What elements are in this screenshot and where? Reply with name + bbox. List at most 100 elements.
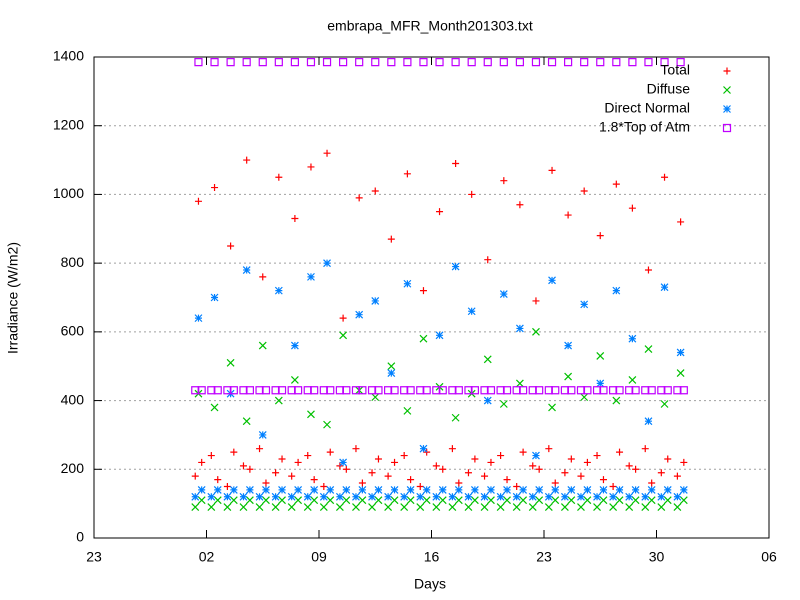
data-point xyxy=(680,458,688,466)
data-point xyxy=(657,492,666,501)
data-point xyxy=(259,273,267,281)
data-point xyxy=(358,485,367,494)
data-point xyxy=(355,310,364,319)
data-point xyxy=(323,420,331,429)
data-point xyxy=(335,492,344,501)
data-point xyxy=(679,386,688,395)
data-point xyxy=(419,58,428,67)
y-tick-label: 600 xyxy=(61,323,85,339)
data-point xyxy=(271,492,280,501)
data-point xyxy=(519,448,527,456)
data-point xyxy=(213,496,222,505)
data-point xyxy=(577,503,585,512)
data-point xyxy=(625,462,633,470)
data-point xyxy=(368,469,376,477)
data-point xyxy=(306,58,316,67)
data-point xyxy=(384,472,392,480)
data-point xyxy=(352,503,360,512)
data-point xyxy=(648,479,656,487)
data-point xyxy=(358,479,366,487)
marks xyxy=(191,58,688,512)
data-point xyxy=(487,496,495,505)
data-point xyxy=(519,386,528,395)
data-point xyxy=(303,492,312,501)
data-point xyxy=(580,187,588,195)
data-point xyxy=(580,58,589,67)
data-point xyxy=(583,386,592,395)
data-point xyxy=(631,485,640,494)
data-point xyxy=(464,503,473,512)
data-point xyxy=(483,355,492,364)
data-point xyxy=(403,279,412,288)
data-point xyxy=(663,386,672,395)
data-point xyxy=(210,293,219,302)
data-point xyxy=(371,58,380,67)
data-point xyxy=(641,503,650,512)
y-tick-label: 1200 xyxy=(53,116,84,132)
data-point xyxy=(342,496,351,505)
data-point xyxy=(647,485,656,494)
data-point xyxy=(612,58,621,67)
data-point xyxy=(339,331,348,340)
data-point xyxy=(515,324,524,333)
data-point xyxy=(454,386,463,395)
data-point xyxy=(326,485,335,494)
x-tick-label: 23 xyxy=(536,549,552,565)
data-point xyxy=(390,485,399,494)
legend-label: Total xyxy=(660,62,690,78)
data-point xyxy=(416,503,425,512)
data-point xyxy=(544,503,553,512)
data-point xyxy=(432,503,441,512)
data-point xyxy=(239,462,247,470)
data-point xyxy=(290,341,299,350)
data-point xyxy=(454,496,463,505)
data-point xyxy=(400,492,409,501)
legend-marker xyxy=(722,123,732,133)
data-point xyxy=(326,448,334,456)
data-point xyxy=(567,455,575,463)
data-point xyxy=(528,492,537,501)
data-point xyxy=(516,201,524,209)
data-point xyxy=(599,496,608,505)
data-point xyxy=(512,503,521,512)
data-point xyxy=(435,331,444,340)
data-point xyxy=(503,476,511,484)
data-point xyxy=(374,455,382,463)
data-point xyxy=(439,465,447,473)
data-point xyxy=(419,287,427,295)
data-point xyxy=(432,462,440,470)
data-point xyxy=(487,458,495,466)
data-point xyxy=(246,465,254,473)
data-point xyxy=(368,492,376,501)
data-point xyxy=(564,372,573,381)
data-point xyxy=(673,472,681,480)
data-point xyxy=(384,503,393,512)
data-point xyxy=(407,476,415,484)
data-point xyxy=(644,345,653,353)
data-point xyxy=(644,58,653,67)
data-point xyxy=(191,492,200,501)
data-point xyxy=(548,403,556,412)
data-point xyxy=(583,458,591,466)
data-point xyxy=(497,452,505,460)
data-point xyxy=(262,485,270,494)
legend: Total Diffuse Direct Normal 1.8*Top of Atm xyxy=(599,62,732,135)
data-point xyxy=(679,485,688,494)
data-point xyxy=(496,503,505,512)
data-point xyxy=(191,472,199,480)
data-point xyxy=(448,492,457,501)
data-point xyxy=(294,386,303,395)
data-point xyxy=(519,496,528,505)
data-point xyxy=(342,485,351,494)
data-point xyxy=(352,445,360,453)
data-point xyxy=(274,58,283,67)
data-point xyxy=(387,235,395,243)
data-point xyxy=(223,503,232,512)
legend-label: Direct Normal xyxy=(604,100,690,116)
data-point xyxy=(580,393,589,402)
data-point xyxy=(287,492,296,501)
data-point xyxy=(223,492,232,501)
data-point xyxy=(535,465,543,473)
data-point xyxy=(561,469,569,477)
data-point xyxy=(355,58,364,67)
